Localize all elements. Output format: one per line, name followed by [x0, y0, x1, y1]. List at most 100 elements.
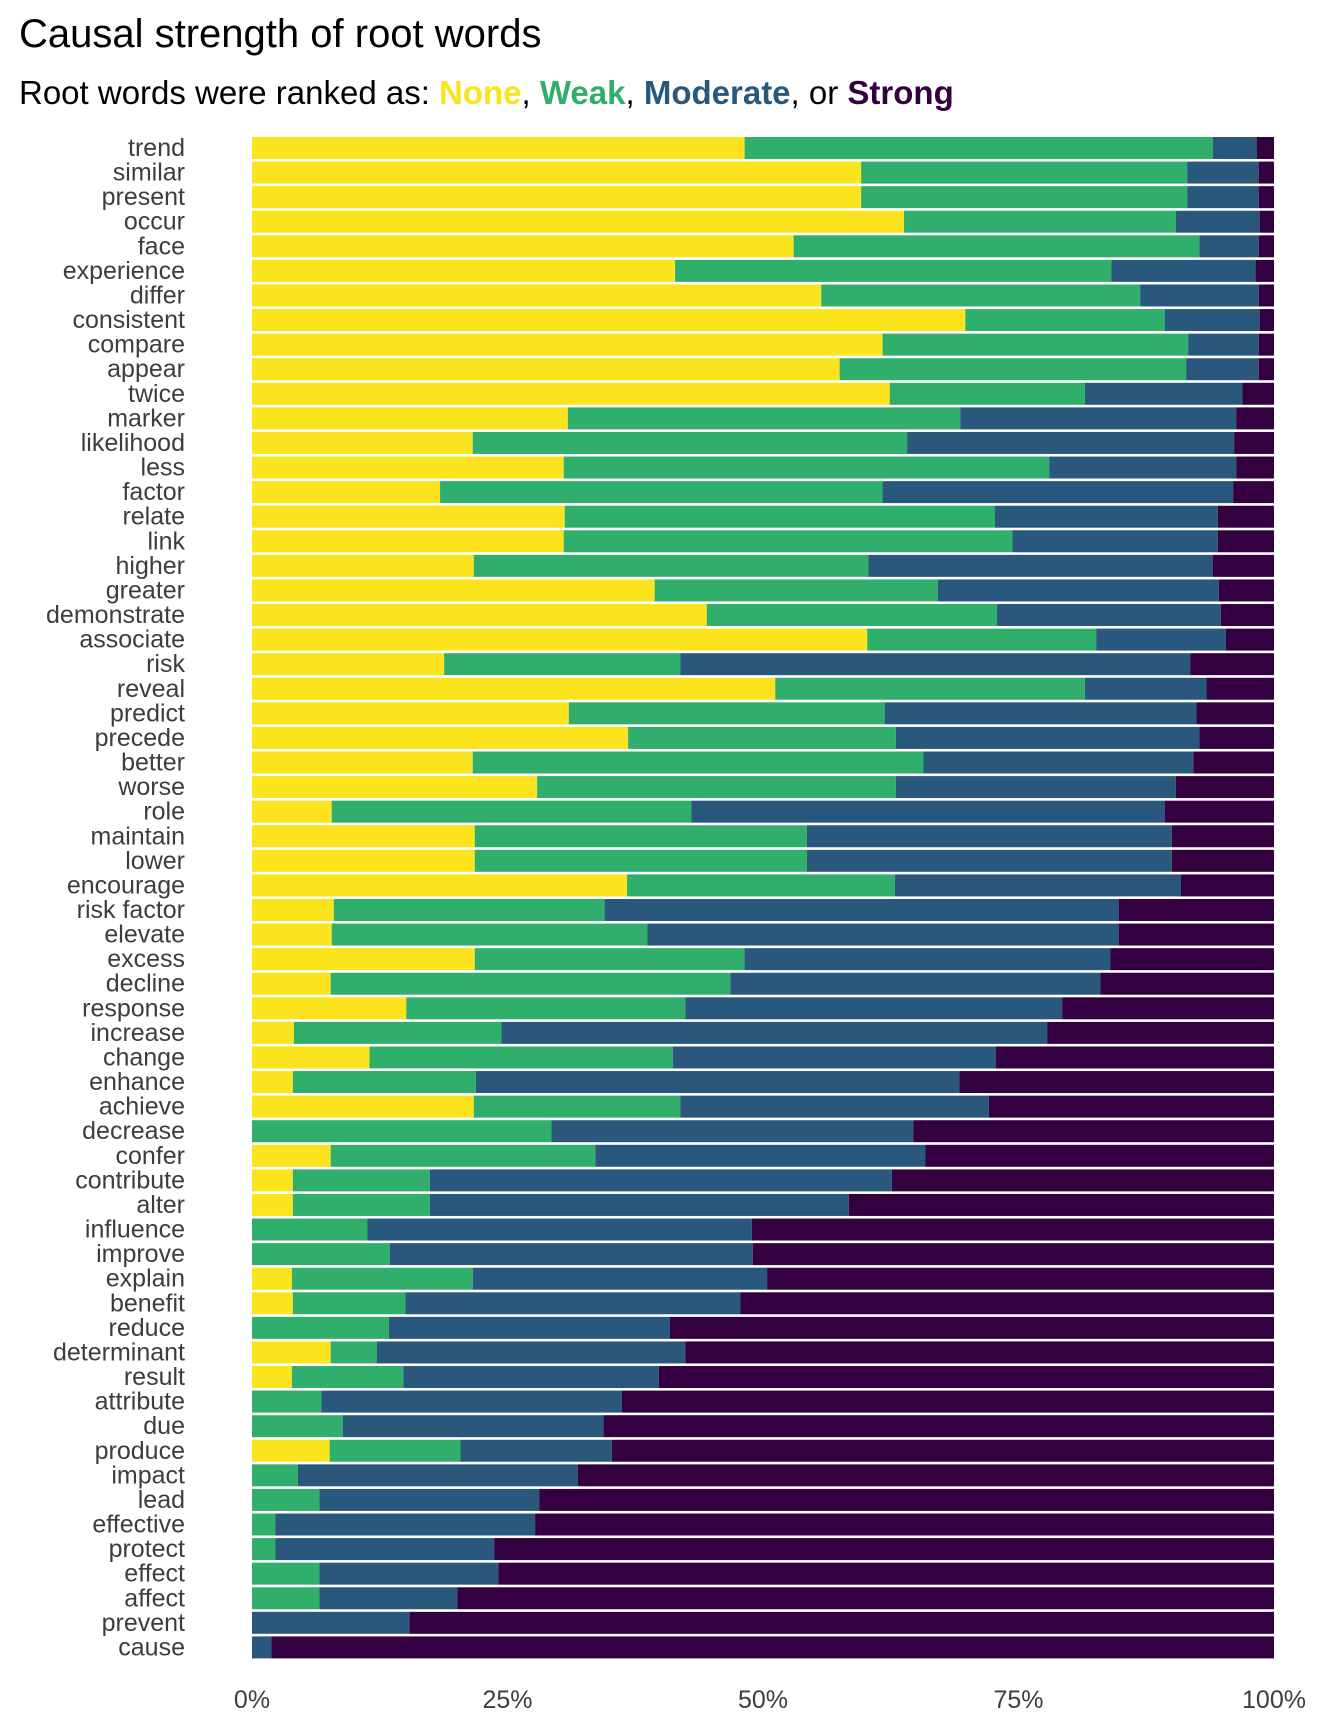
bar-segment-moderate [376, 1341, 686, 1364]
bar-segment-strong [1171, 849, 1274, 872]
bar-segment-moderate [1187, 161, 1259, 184]
bar-segment-moderate [1096, 628, 1226, 651]
bar-segment-moderate [403, 1366, 659, 1389]
bar-segment-moderate [389, 1243, 753, 1266]
legend-moderate: Moderate [643, 74, 791, 111]
bar-segment-none [252, 530, 564, 553]
y-axis-label: reduce [109, 1314, 185, 1342]
bar-segment-weak [473, 554, 869, 577]
bar-segment-moderate [1084, 677, 1207, 700]
bar-segment-moderate [1199, 235, 1259, 258]
bar-row-achieve [252, 1095, 1274, 1118]
y-axis-label: encourage [67, 871, 185, 899]
y-axis-labels: trendsimilarpresentoccurfaceexperiencedi… [46, 134, 185, 1661]
y-axis-label: marker [107, 404, 185, 432]
bar-segment-weak [472, 751, 924, 774]
bar-segment-strong [1062, 997, 1274, 1020]
y-axis-label: compare [88, 331, 185, 359]
x-tick-label: 0% [234, 1686, 270, 1714]
y-axis-label: associate [79, 626, 185, 654]
bar-segment-none [252, 309, 966, 332]
y-axis-label: cause [118, 1633, 185, 1661]
bar-row-produce [252, 1439, 1274, 1462]
x-tick-label: 25% [482, 1686, 532, 1714]
bar-segment-moderate [1140, 284, 1259, 307]
bar-row-influence [252, 1218, 1274, 1241]
y-axis-label: face [138, 232, 185, 260]
y-axis-label: protect [109, 1535, 185, 1563]
bar-row-reduce [252, 1316, 1274, 1339]
bar-segment-moderate [297, 1464, 579, 1487]
bar-segment-weak [775, 677, 1085, 700]
y-axis-label: affect [124, 1584, 185, 1612]
bar-segment-weak [537, 776, 896, 799]
bar-segment-weak [567, 407, 961, 430]
subtitle-sep: , [625, 74, 644, 111]
bar-segment-none [252, 1193, 293, 1216]
bar-row-decrease [252, 1120, 1274, 1143]
bar-row-explain [252, 1267, 1274, 1290]
bar-segment-none [252, 849, 475, 872]
bar-segment-none [252, 284, 822, 307]
bar-segment-strong [1255, 259, 1274, 282]
bar-segment-none [252, 1439, 330, 1462]
bar-segment-weak [252, 1415, 343, 1438]
bar-segment-strong [1047, 1021, 1274, 1044]
bar-segment-strong [1225, 628, 1274, 651]
y-axis-label: worse [117, 773, 185, 801]
bar-segment-strong [1256, 137, 1274, 159]
y-axis-label: relate [122, 503, 185, 531]
bar-segment-none [252, 579, 655, 602]
bar-segment-strong [1242, 382, 1274, 405]
y-axis-label: experience [63, 257, 185, 285]
bar-row-higher [252, 554, 1274, 577]
bar-segment-moderate [691, 800, 1165, 823]
bar-segment-none [252, 431, 473, 454]
bar-row-effect [252, 1562, 1274, 1585]
y-axis-label: role [143, 798, 185, 826]
bar-row-change [252, 1046, 1274, 1069]
bar-segment-none [252, 1095, 474, 1118]
y-axis-label: risk [146, 650, 185, 678]
bar-segment-weak [252, 1538, 276, 1561]
bar-row-likelihood [252, 431, 1274, 454]
bar-segment-weak [291, 1366, 404, 1389]
bar-row-risk [252, 653, 1274, 676]
y-axis-label: similar [113, 159, 185, 187]
bar-row-marker [252, 407, 1274, 430]
bar-segment-moderate [501, 1021, 1048, 1044]
bar-segment-weak [292, 1169, 430, 1192]
y-axis-label: improve [96, 1240, 185, 1268]
bar-segment-moderate [647, 923, 1119, 946]
bar-segment-moderate [429, 1193, 849, 1216]
y-axis-label: better [121, 749, 185, 777]
bar-segment-moderate [923, 751, 1194, 774]
y-axis-label: greater [106, 576, 185, 604]
bar-segment-weak [861, 161, 1188, 184]
bar-segment-moderate [342, 1415, 604, 1438]
y-axis-label: appear [107, 355, 185, 383]
bar-segment-strong [685, 1341, 1274, 1364]
bar-segment-none [252, 825, 475, 848]
bar-segment-weak [252, 1513, 276, 1536]
bar-segment-weak [291, 1267, 473, 1290]
bar-segment-weak [330, 1144, 596, 1167]
bar-segment-none [252, 1292, 293, 1315]
bar-row-appear [252, 358, 1274, 381]
bar-row-worse [252, 776, 1274, 799]
bar-segment-strong [1118, 899, 1274, 921]
bar-segment-strong [740, 1292, 1274, 1315]
bar-segment-weak [821, 284, 1141, 307]
bar-segment-weak [252, 1464, 298, 1487]
bar-row-better [252, 751, 1274, 774]
bar-segment-none [252, 1366, 292, 1389]
bar-segment-weak [568, 702, 885, 725]
bar-segment-strong [1218, 579, 1274, 602]
x-axis-ticks: 0% 25% 50% 75% 100% [234, 1686, 1306, 1714]
x-tick-label: 75% [993, 1686, 1043, 1714]
bar-segment-strong [1110, 948, 1274, 971]
bar-segment-weak [333, 899, 605, 921]
bar-segment-weak [252, 1120, 552, 1143]
bar-row-attribute [252, 1390, 1274, 1413]
y-axis-label: decrease [82, 1117, 185, 1145]
